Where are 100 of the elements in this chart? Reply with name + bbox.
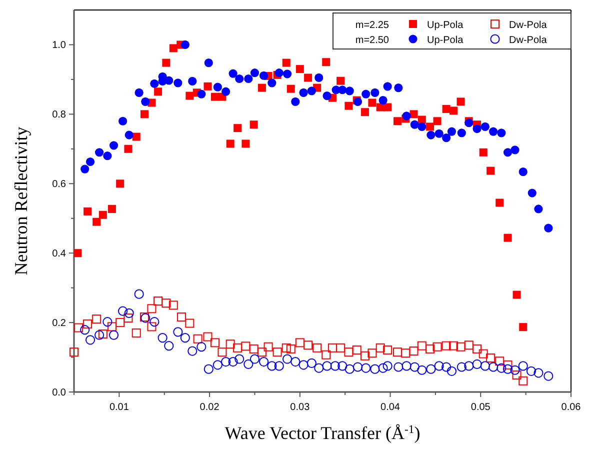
legend-label: Up-Pola — [427, 20, 464, 31]
point — [352, 345, 362, 354]
point — [177, 312, 186, 322]
point — [210, 338, 220, 348]
point — [102, 317, 112, 327]
point — [450, 106, 458, 115]
point — [169, 44, 178, 52]
point — [442, 362, 452, 372]
point — [338, 361, 348, 371]
point — [434, 361, 444, 371]
point — [132, 132, 140, 141]
point — [322, 58, 330, 66]
legend-label: Up-Pola — [427, 35, 464, 46]
point — [185, 318, 194, 328]
x-tick-label: 0.03 — [290, 402, 310, 413]
point — [286, 84, 295, 93]
point — [250, 354, 260, 364]
point — [417, 341, 426, 350]
point — [402, 361, 412, 371]
point — [433, 117, 442, 126]
point — [180, 333, 190, 343]
point — [519, 323, 528, 332]
point — [352, 362, 363, 372]
point — [368, 348, 377, 358]
point — [132, 328, 141, 338]
point — [147, 304, 156, 314]
point — [449, 341, 458, 350]
point — [472, 359, 482, 370]
point — [85, 335, 96, 345]
point — [94, 330, 104, 340]
point — [108, 204, 116, 213]
point — [442, 341, 451, 350]
point — [432, 342, 442, 352]
point — [80, 325, 90, 335]
point — [504, 234, 512, 242]
point — [226, 140, 234, 148]
point — [296, 65, 304, 74]
x-tick-label: 0.02 — [200, 402, 220, 413]
point — [92, 218, 101, 226]
point — [258, 356, 269, 367]
x-tick-label: 0.06 — [561, 402, 582, 413]
x-tick-label: 0.04 — [380, 402, 400, 413]
point — [250, 120, 258, 129]
point — [360, 108, 369, 116]
point — [344, 364, 354, 374]
point — [264, 342, 273, 352]
point — [512, 370, 522, 380]
point — [150, 317, 160, 327]
point — [244, 359, 254, 370]
point — [70, 348, 78, 357]
point — [486, 353, 496, 362]
point — [140, 110, 148, 118]
point — [478, 349, 488, 358]
point — [74, 323, 84, 332]
point — [295, 338, 304, 348]
point — [154, 88, 162, 96]
point — [376, 343, 385, 352]
point — [378, 363, 388, 373]
point — [272, 348, 282, 357]
point — [486, 166, 495, 175]
point — [336, 343, 346, 352]
point — [154, 296, 163, 306]
point — [204, 364, 214, 374]
point — [242, 140, 250, 148]
point — [203, 332, 212, 342]
point — [417, 365, 427, 375]
point — [249, 344, 258, 354]
point — [496, 198, 504, 207]
legend-label: Dw-Pola — [509, 35, 548, 46]
annotation: m=2.25 — [355, 20, 390, 31]
point — [107, 322, 116, 332]
point — [312, 343, 322, 352]
point — [393, 348, 402, 357]
point — [221, 356, 231, 367]
point — [118, 306, 128, 316]
point — [116, 180, 124, 188]
point — [164, 341, 174, 351]
point — [394, 362, 404, 372]
point — [426, 122, 434, 131]
point — [84, 207, 92, 216]
point — [204, 82, 212, 90]
point — [241, 342, 250, 351]
point — [518, 361, 528, 371]
point — [212, 360, 222, 370]
point — [418, 116, 426, 124]
point — [173, 327, 183, 337]
point — [306, 358, 316, 368]
point — [410, 362, 420, 372]
point — [361, 363, 371, 373]
x-axis-title: Wave Vector Transfer (Å$^{-1}$) — [224, 422, 420, 443]
point — [298, 360, 308, 370]
point — [116, 318, 125, 328]
point — [162, 58, 170, 67]
point — [394, 117, 402, 126]
point — [218, 348, 227, 357]
point — [322, 350, 331, 360]
point — [304, 74, 312, 82]
point — [383, 345, 392, 354]
point — [257, 348, 266, 357]
point — [518, 376, 528, 386]
